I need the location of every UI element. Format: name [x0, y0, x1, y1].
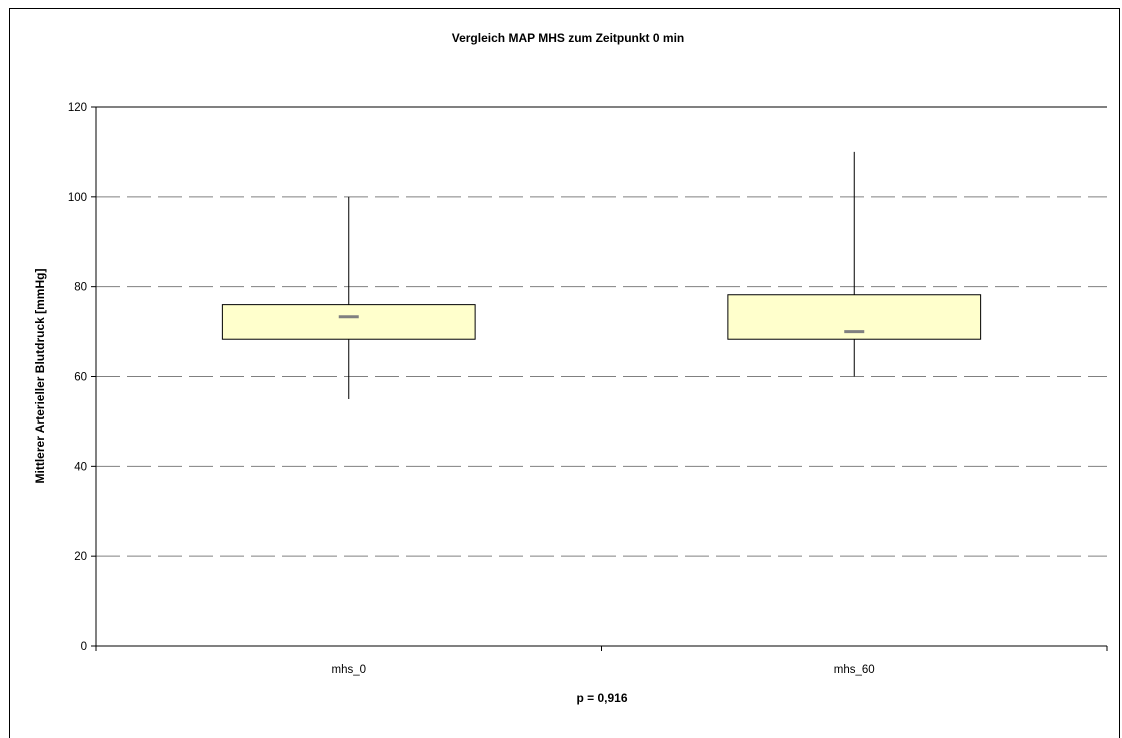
y-tick-label-40: 40: [74, 461, 87, 473]
iqr-box-mhs_0: [221, 304, 476, 340]
y-tick-label-60: 60: [74, 372, 87, 384]
x-tick-labels: mhs_0 mhs_60: [331, 664, 874, 676]
y-tick-label-20: 20: [74, 551, 87, 563]
p-value-annotation: p = 0,916: [576, 691, 627, 705]
y-tick-label-120: 120: [68, 102, 87, 114]
chart-title: Vergleich MAP MHS zum Zeitpunkt 0 min: [452, 31, 684, 45]
x-tick-label-mhs_0: mhs_0: [331, 664, 366, 676]
box-mhs_60: [727, 151, 982, 377]
y-axis-title: Mittlerer Arterieller Blutdruck [mmHg]: [33, 269, 47, 484]
x-tick-label-mhs_60: mhs_60: [834, 664, 875, 676]
box-mhs_0: [221, 196, 476, 399]
y-tick-label-0: 0: [81, 641, 87, 653]
boxes-layer: [221, 151, 982, 399]
chart-frame: [9, 8, 1120, 738]
axes-layer: [91, 106, 1108, 651]
y-tick-labels: 0 20 40 60 80 100 120: [68, 102, 87, 653]
y-tick-label-100: 100: [68, 192, 87, 204]
y-tick-label-80: 80: [74, 282, 87, 294]
grid-layer: [96, 196, 1107, 557]
